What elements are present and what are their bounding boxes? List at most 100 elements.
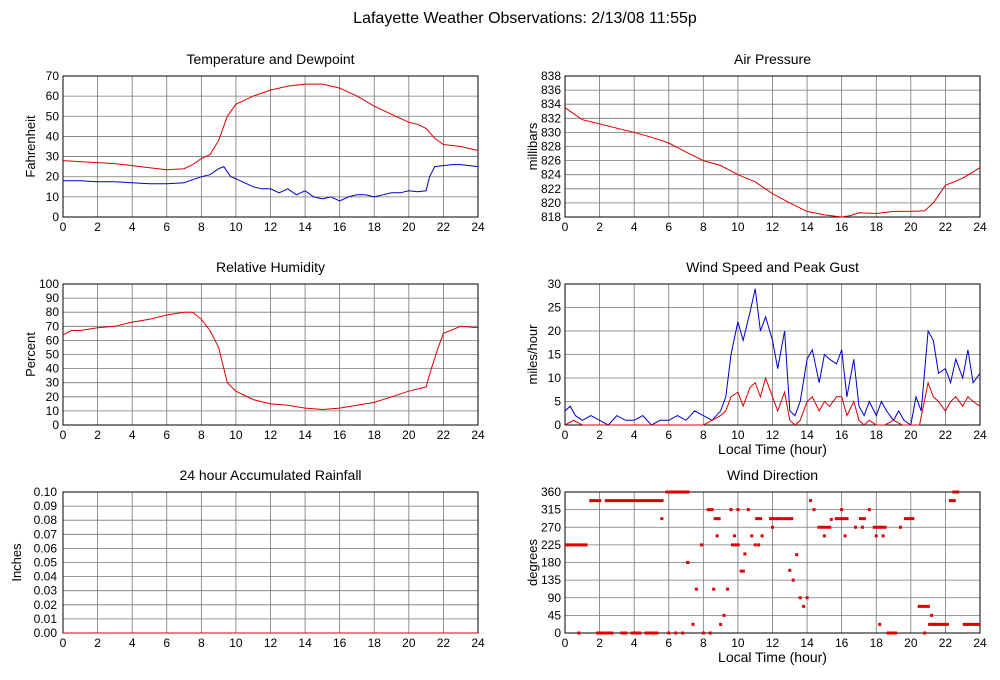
page-title: Lafayette Weather Observations: 2/13/08 … <box>353 10 697 27</box>
x-tick-label: 12 <box>264 220 278 234</box>
y-axis-label: degrees <box>525 539 540 586</box>
direction-point <box>867 508 871 512</box>
direction-point <box>757 543 761 547</box>
y-tick-label: 820 <box>541 196 561 210</box>
y-tick-label: 0 <box>52 418 59 432</box>
x-tick-label: 20 <box>904 428 918 442</box>
y-tick-label: 0.03 <box>34 584 58 598</box>
x-tick-label: 8 <box>700 636 707 650</box>
x-tick-label: 24 <box>973 428 987 442</box>
x-tick-label: 8 <box>700 428 707 442</box>
x-tick-label: 12 <box>766 636 780 650</box>
chart-title: Wind Direction <box>727 467 818 483</box>
x-tick-label: 2 <box>94 428 101 442</box>
x-tick-label: 16 <box>835 636 849 650</box>
y-tick-label: 40 <box>46 129 60 143</box>
x-tick-label: 2 <box>94 220 101 234</box>
x-tick-label: 16 <box>835 428 849 442</box>
chart-title: Wind Speed and Peak Gust <box>686 259 859 275</box>
chart-panel-5: 0 2 4 6 8 10 12 14 16 18 20 22 240.000.010.020.030.0… <box>9 467 485 650</box>
y-axis-label: Percent <box>23 332 38 377</box>
x-tick-label: 2 <box>596 220 603 234</box>
y-tick-label: 838 <box>541 69 561 83</box>
direction-point <box>843 534 847 538</box>
series-line-2 <box>63 164 479 202</box>
y-tick-label: 270 <box>541 520 561 534</box>
y-tick-label: 5 <box>554 395 561 409</box>
y-tick-label: 836 <box>541 83 561 97</box>
x-tick-label: 20 <box>904 220 918 234</box>
direction-point <box>791 578 795 582</box>
y-tick-label: 70 <box>46 319 60 333</box>
x-tick-label: 2 <box>94 636 101 650</box>
direction-point <box>854 525 857 529</box>
x-tick-label: 22 <box>437 220 451 234</box>
x-tick-label: 24 <box>973 636 987 650</box>
chart-panel-3: 0 2 4 6 8 10 12 14 16 18 20 22 240102030405060708090… <box>23 259 485 442</box>
x-tick-label: 14 <box>800 428 814 442</box>
x-tick-label: 4 <box>129 636 136 650</box>
direction-point <box>743 552 747 556</box>
x-tick-label: 18 <box>368 636 382 650</box>
chart-title: Air Pressure <box>734 51 811 67</box>
x-tick-label: 8 <box>198 220 205 234</box>
direction-point <box>691 622 695 626</box>
y-tick-label: 225 <box>541 538 561 552</box>
x-tick-label: 22 <box>939 220 953 234</box>
series-line-1 <box>62 311 479 411</box>
y-tick-label: 20 <box>46 390 60 404</box>
direction-point <box>722 613 726 617</box>
y-tick-label: 0.07 <box>34 527 58 541</box>
x-tick-label: 0 <box>562 220 569 234</box>
y-tick-label: 70 <box>46 69 60 83</box>
x-tick-label: 4 <box>129 220 136 234</box>
plot-frame <box>564 283 981 426</box>
series-line-2 <box>564 376 981 426</box>
plot-frame <box>564 491 981 634</box>
x-tick-label: 0 <box>60 428 67 442</box>
chart-title: Temperature and Dewpoint <box>186 51 354 67</box>
y-axis-label: miles/hour <box>525 324 540 385</box>
direction-point <box>715 534 719 538</box>
y-tick-label: 0.01 <box>34 612 58 626</box>
plot-frame <box>564 75 981 218</box>
y-tick-label: 0.05 <box>34 556 58 570</box>
y-tick-label: 830 <box>541 125 561 139</box>
direction-point <box>750 534 754 538</box>
y-tick-label: 822 <box>541 182 561 196</box>
x-tick-label: 6 <box>163 428 170 442</box>
chart-panel-1: 0 2 4 6 8 10 12 14 16 18 20 22 24010203040506070Temp… <box>23 51 485 234</box>
y-tick-label: 0.00 <box>34 626 58 640</box>
x-tick-label: 10 <box>731 220 745 234</box>
x-tick-label: 12 <box>766 220 780 234</box>
direction-point <box>795 553 799 557</box>
y-tick-label: 15 <box>548 348 562 362</box>
direction-point <box>881 534 885 538</box>
y-tick-label: 90 <box>548 591 562 605</box>
y-tick-label: 135 <box>541 573 561 587</box>
x-tick-label: 14 <box>800 220 814 234</box>
y-tick-label: 25 <box>548 301 562 315</box>
x-tick-label: 16 <box>333 220 347 234</box>
x-tick-label: 6 <box>665 428 672 442</box>
x-tick-label: 16 <box>835 220 849 234</box>
x-tick-label: 0 <box>60 636 67 650</box>
y-tick-label: 0.09 <box>34 499 58 513</box>
x-tick-label: 0 <box>562 636 569 650</box>
x-tick-label: 10 <box>731 428 745 442</box>
x-tick-label: 4 <box>129 428 136 442</box>
y-tick-label: 90 <box>46 291 60 305</box>
x-tick-label: 18 <box>368 428 382 442</box>
y-axis-label: millibars <box>525 122 540 170</box>
direction-point <box>805 596 809 600</box>
y-tick-label: 360 <box>541 485 561 499</box>
direction-point <box>874 534 878 538</box>
chart-title: 24 hour Accumulated Rainfall <box>179 467 361 483</box>
x-tick-label: 2 <box>596 636 603 650</box>
x-tick-label: 8 <box>198 636 205 650</box>
y-tick-label: 45 <box>548 608 562 622</box>
x-axis-label: Local Time (hour) <box>718 649 827 665</box>
y-tick-label: 30 <box>46 376 60 390</box>
